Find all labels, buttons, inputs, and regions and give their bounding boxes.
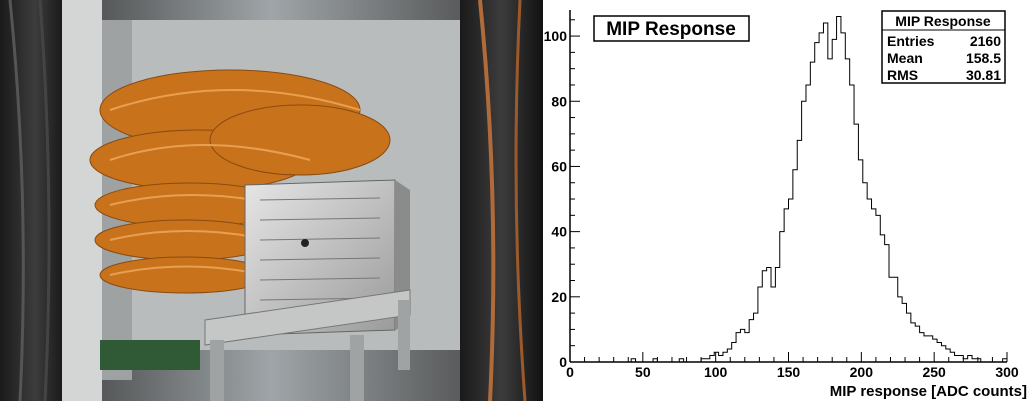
x-axis-label: MIP response [ADC counts] <box>830 383 1027 400</box>
y-tick-label: 20 <box>551 289 567 305</box>
stats-entries-label: Entries <box>887 33 935 49</box>
stats-rms-value: 30.81 <box>966 67 1001 83</box>
chart-title: MIP Response <box>606 19 736 40</box>
stats-mean-label: Mean <box>887 50 923 66</box>
y-tick-label: 40 <box>551 224 567 240</box>
x-tick-label: 300 <box>995 364 1019 380</box>
detector-module-photo <box>0 0 543 401</box>
x-tick-label: 50 <box>635 364 651 380</box>
x-tick-label: 250 <box>922 364 946 380</box>
y-tick-label: 80 <box>551 93 567 109</box>
stats-title: MIP Response <box>895 13 991 29</box>
chart-title-box <box>593 15 750 42</box>
photo-illustration <box>0 0 543 401</box>
y-tick-label: 100 <box>544 28 568 44</box>
y-tick-label: 0 <box>559 354 567 370</box>
stats-box <box>881 10 1006 84</box>
x-tick-label: 100 <box>704 364 728 380</box>
x-tick-label: 0 <box>566 364 574 380</box>
histogram-chart: 0 50 100 150 200 250 300 0 20 40 60 80 100 MIP Respo… <box>543 0 1031 401</box>
histogram-series <box>570 16 1008 363</box>
stats-mean-value: 158.5 <box>966 50 1001 66</box>
stats-rms-label: RMS <box>887 67 918 83</box>
chart-canvas: 0 50 100 150 200 250 300 0 20 40 60 80 100 MIP Respo… <box>544 10 1027 400</box>
x-tick-label: 200 <box>850 364 874 380</box>
y-tick-label: 60 <box>551 158 567 174</box>
stats-entries-value: 2160 <box>970 33 1001 49</box>
x-tick-label: 150 <box>777 364 801 380</box>
